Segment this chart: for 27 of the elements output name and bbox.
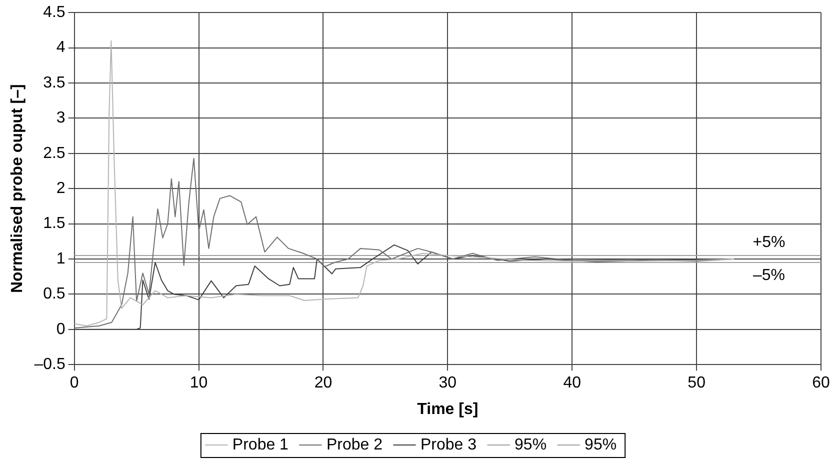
y-tick-label: 0 [56, 320, 66, 338]
y-tick-label: 0.5 [43, 286, 66, 303]
y-tick-label: 3.5 [43, 74, 66, 92]
legend-label: Probe 2 [326, 436, 383, 454]
y-axis-title: Normalised probe ouput [–] [9, 84, 26, 294]
y-tick-label: 3 [56, 110, 66, 127]
legend-label: Probe 3 [420, 436, 477, 454]
legend-label: 95% [584, 436, 617, 454]
x-tick-label: 0 [70, 374, 79, 392]
annotation: –5% [752, 266, 786, 284]
y-tick-label: –0.5 [34, 356, 66, 374]
y-tick-label: 1 [56, 250, 66, 268]
annotation: +5% [752, 234, 786, 251]
y-tick-label: 1.5 [43, 215, 66, 232]
y-tick-label: 2 [56, 180, 66, 198]
x-tick-label: 40 [563, 374, 582, 392]
x-tick-label: 50 [688, 374, 706, 392]
y-tick-label: 2.5 [43, 144, 66, 162]
legend-label: 95% [514, 436, 547, 454]
x-axis-title: Time [s] [417, 400, 478, 418]
x-tick-label: 10 [190, 374, 208, 392]
x-tick-label: 20 [314, 374, 332, 392]
x-tick-label: 30 [438, 374, 457, 392]
y-tick-label: 4 [56, 39, 66, 56]
x-tick-label: 60 [812, 374, 830, 392]
legend-label: Probe 1 [232, 436, 289, 454]
y-tick-label: 4.5 [43, 4, 66, 22]
